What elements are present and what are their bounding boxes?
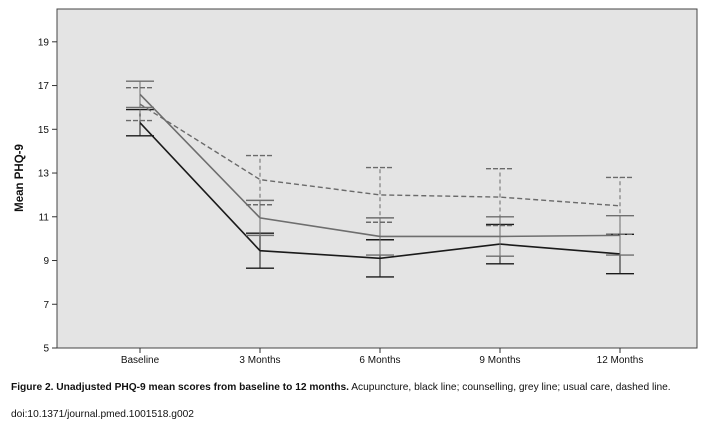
series-layer: [126, 80, 634, 278]
error-bar: [246, 199, 274, 237]
series-counselling: [126, 80, 634, 257]
chart-area: 5 7 9 11 13 15 17 19 Baseline 3 Months 6 Months 9 …: [14, 8, 698, 366]
error-bar: [366, 217, 394, 256]
y-axis-title: Mean PHQ-9: [14, 144, 26, 212]
x-tick-label: 12 Months: [597, 355, 644, 366]
series-usual-care: [126, 87, 634, 235]
error-bar: [246, 154, 274, 206]
x-tick-label: 9 Months: [479, 355, 520, 366]
doi-text: doi:10.1371/journal.pmed.1001518.g002: [11, 409, 194, 420]
error-bar: [126, 87, 154, 122]
y-tick-label: 19: [38, 37, 50, 48]
x-tick-label: 6 Months: [359, 355, 400, 366]
error-bar: [366, 166, 394, 223]
caption-text: Acupuncture, black line; counselling, gr…: [348, 382, 671, 393]
x-axis: Baseline 3 Months 6 Months 9 Months 12 Month…: [121, 348, 644, 366]
y-tick-label: 5: [43, 344, 49, 355]
error-bar: [486, 167, 514, 227]
line-chart: 5 7 9 11 13 15 17 19 Baseline 3 Months 6 Months 9 …: [14, 8, 698, 366]
y-tick-label: 11: [39, 212, 50, 223]
figure-caption: Figure 2. Unadjusted PHQ-9 mean scores f…: [11, 382, 711, 394]
error-bar: [606, 176, 634, 235]
plot-background: [56, 8, 698, 349]
y-tick-label: 7: [43, 300, 49, 311]
y-tick-label: 15: [38, 125, 50, 136]
error-bar: [606, 214, 634, 256]
y-tick-label: 13: [38, 169, 50, 180]
y-tick-label: 17: [38, 81, 50, 92]
x-tick-label: 3 Months: [239, 355, 280, 366]
y-axis: 5 7 9 11 13 15 17 19: [38, 37, 57, 355]
x-tick-label: Baseline: [121, 355, 160, 366]
y-tick-label: 9: [43, 256, 49, 267]
caption-title: Figure 2. Unadjusted PHQ-9 mean scores f…: [11, 382, 349, 393]
